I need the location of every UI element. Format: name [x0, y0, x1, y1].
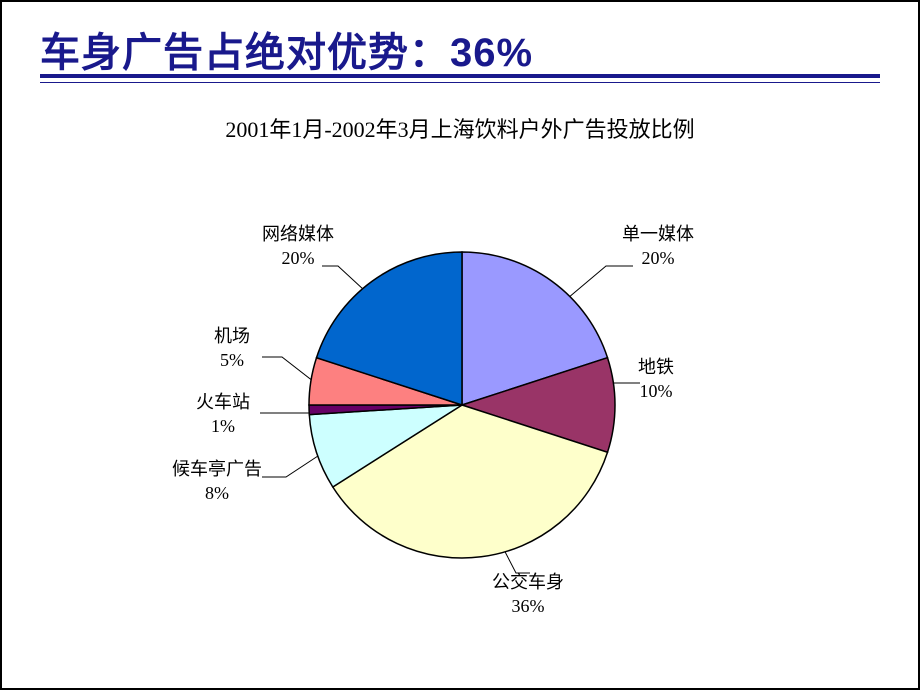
pie-slice-label: 地铁10% [638, 355, 674, 404]
pie-chart [307, 250, 617, 560]
pie-slice-label-name: 公交车身 [492, 570, 564, 594]
pie-slice-label: 候车亭广告8% [172, 457, 262, 506]
pie-slice-label-percent: 36% [492, 594, 564, 618]
pie-slice-label-name: 网络媒体 [262, 222, 334, 246]
pie-slice-label-name: 机场 [214, 324, 250, 348]
slide: 车身广告占绝对优势：36% 2001年1月-2002年3月上海饮料户外广告投放比… [0, 0, 920, 690]
pie-slice-label: 单一媒体20% [622, 222, 694, 271]
pie-slice-label-percent: 20% [622, 246, 694, 270]
pie-slice-label-name: 候车亭广告 [172, 457, 262, 481]
pie-slice-label: 机场5% [214, 324, 250, 373]
title-underline-thin [40, 82, 880, 83]
pie-slice-label-percent: 1% [196, 414, 250, 438]
pie-slice-label-percent: 8% [172, 481, 262, 505]
title-underline-thick [40, 74, 880, 78]
pie-slice-label-name: 地铁 [638, 355, 674, 379]
pie-slice-label-percent: 20% [262, 246, 334, 270]
slide-title: 车身广告占绝对优势：36% [40, 20, 880, 78]
pie-slice-label: 公交车身36% [492, 570, 564, 619]
pie-slice-label: 网络媒体20% [262, 222, 334, 271]
pie-slice-label-percent: 5% [214, 348, 250, 372]
pie-slice-label-name: 火车站 [196, 390, 250, 414]
chart-subtitle: 2001年1月-2002年3月上海饮料户外广告投放比例 [2, 112, 918, 144]
pie-slice-label: 火车站1% [196, 390, 250, 439]
pie-slice-label-percent: 10% [638, 379, 674, 403]
title-area: 车身广告占绝对优势：36% [40, 20, 880, 78]
pie-chart-area: 单一媒体20%地铁10%公交车身36%候车亭广告8%火车站1%机场5%网络媒体2… [2, 182, 920, 662]
pie-slice-label-name: 单一媒体 [622, 222, 694, 246]
